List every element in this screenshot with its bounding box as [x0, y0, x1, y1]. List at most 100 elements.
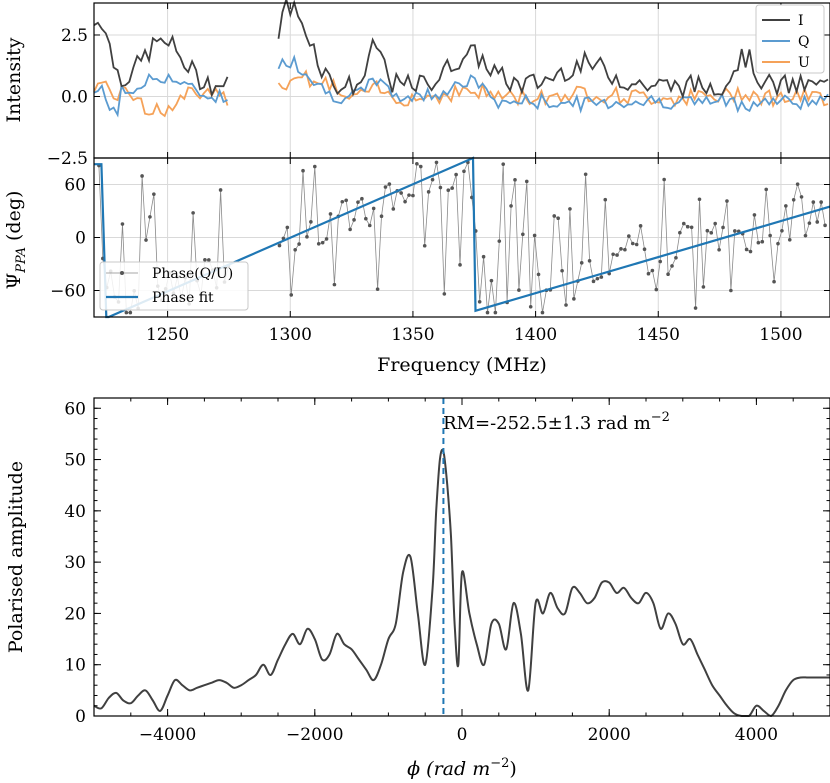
- intensity-panel-frame: [93, 2, 830, 159]
- phase-data-point: [787, 238, 792, 242]
- intensity-legend: IQU: [755, 4, 825, 74]
- phase-data-point: [729, 288, 733, 293]
- phase-data-point: [685, 224, 690, 229]
- phase-data-point: [191, 211, 195, 215]
- phase-data-point: [285, 225, 290, 230]
- phase-data-point: [293, 247, 297, 252]
- phase-data-point: [297, 242, 301, 246]
- intensity-y-tick-label: 2.5: [61, 26, 88, 46]
- phase-data-point: [705, 228, 710, 233]
- phase-data-point: [305, 235, 309, 239]
- phase-x-tick-label: 1450: [637, 325, 680, 345]
- u-series-line: [93, 80, 229, 118]
- phase-data-point: [203, 257, 207, 262]
- phase-data-point: [356, 200, 360, 204]
- phase-data-point: [485, 310, 490, 315]
- phase-y-tick-label: −60: [50, 282, 86, 302]
- phase-data-point: [313, 164, 317, 169]
- phase-data-point: [815, 220, 820, 224]
- phase-data-point: [517, 288, 521, 292]
- phase-x-tick-label: 1300: [269, 325, 312, 345]
- phase-data-point: [426, 190, 431, 194]
- phase-data-point: [540, 310, 545, 315]
- phase-data-point: [407, 193, 411, 197]
- phase-data-point: [807, 221, 812, 225]
- phase-data-point: [328, 212, 333, 216]
- phase-data-point: [658, 259, 663, 264]
- phase-data-point: [591, 279, 596, 284]
- phase-data-point: [615, 253, 619, 257]
- phase-data-point: [324, 237, 329, 241]
- phase-data-point: [595, 276, 600, 281]
- phase-data-point: [799, 195, 804, 199]
- phi-x-tick-label: 2000: [588, 725, 631, 745]
- phase-data-point: [458, 263, 462, 267]
- phase-data-point: [784, 204, 788, 208]
- phase-data-point: [454, 172, 458, 177]
- phase-data-point: [301, 168, 305, 173]
- phase-data-point: [764, 187, 769, 192]
- phi-x-tick-label: 0: [457, 725, 468, 745]
- phase-legend: Phase(Q/U) Phase fit: [99, 261, 249, 311]
- amplitude-y-tick-label: 20: [64, 604, 86, 624]
- amplitude-y-tick-label: 30: [64, 553, 86, 573]
- phase-data-point: [752, 213, 757, 217]
- phase-data-point: [568, 207, 572, 211]
- phase-data-point: [587, 259, 592, 263]
- phi-x-tick-label: −2000: [286, 725, 344, 745]
- phase-data-point: [383, 185, 388, 189]
- phase-data-point: [650, 268, 655, 273]
- amplitude-y-tick-label: 50: [64, 451, 86, 471]
- phase-data-point: [391, 207, 396, 211]
- phase-data-point: [811, 200, 816, 204]
- phase-data-point: [399, 191, 403, 195]
- phase-data-point: [611, 252, 615, 257]
- phase-data-point: [411, 193, 415, 198]
- phase-data-point: [623, 247, 627, 252]
- rm-spectrum-panel: −4000 −2000 0 2000 4000 0 10 20 30 40 50 60 Polaris…: [5, 397, 830, 780]
- phase-x-tick-label: 1400: [514, 325, 557, 345]
- phase-data-point: [717, 247, 721, 252]
- phase-data-point: [422, 243, 427, 248]
- phase-data-point: [772, 279, 776, 284]
- phase-data-point: [387, 182, 392, 186]
- intensity-y-tick-label: 0.0: [61, 87, 88, 107]
- phase-data-point: [642, 247, 647, 251]
- phase-data-point: [320, 240, 325, 245]
- phase-data-point: [760, 239, 765, 244]
- frequency-x-axis-label: Frequency (MHz): [377, 354, 547, 376]
- legend-phase-data-marker: [120, 271, 124, 275]
- phase-data-point: [701, 285, 706, 289]
- phase-data-point: [697, 197, 702, 202]
- legend-phase-data-label: Phase(Q/U): [152, 266, 233, 282]
- phase-data-point: [579, 261, 584, 265]
- phase-data-point: [434, 160, 439, 165]
- phase-data-point: [536, 272, 541, 277]
- legend-u-label: U: [798, 55, 810, 71]
- phase-data-point: [681, 221, 686, 226]
- phase-data-point: [148, 215, 152, 219]
- phi-x-axis-text: ϕ (rad m: [407, 758, 490, 780]
- phase-data-point: [481, 254, 486, 259]
- phase-panel: 1250 1300 1350 1400 1450 1500 60 0 −60 ΨPPA (deg…: [3, 156, 830, 376]
- i-series-line: [277, 0, 829, 100]
- phase-data-point: [780, 228, 784, 233]
- phase-data-point: [791, 198, 796, 202]
- phase-data-point: [360, 196, 364, 201]
- phase-y-axis-symbol: Ψ: [3, 273, 25, 290]
- phase-data-point: [638, 224, 643, 228]
- phase-data-point: [340, 199, 345, 204]
- phase-data-point: [332, 282, 337, 287]
- phase-data-point: [654, 287, 659, 292]
- phase-data-point: [375, 287, 380, 291]
- legend-i-label: I: [798, 13, 804, 29]
- rm-annotation: RM=-252.5±1.3 rad m−2: [443, 410, 670, 434]
- phase-data-point: [140, 174, 144, 178]
- phase-data-point: [733, 229, 737, 233]
- intensity-y-tick-label: −2.5: [47, 149, 88, 169]
- q-series-line: [277, 54, 829, 114]
- phase-data-point: [599, 275, 604, 279]
- phase-data-point: [462, 169, 466, 174]
- phase-data-point: [528, 305, 533, 309]
- phase-data-point: [218, 188, 223, 192]
